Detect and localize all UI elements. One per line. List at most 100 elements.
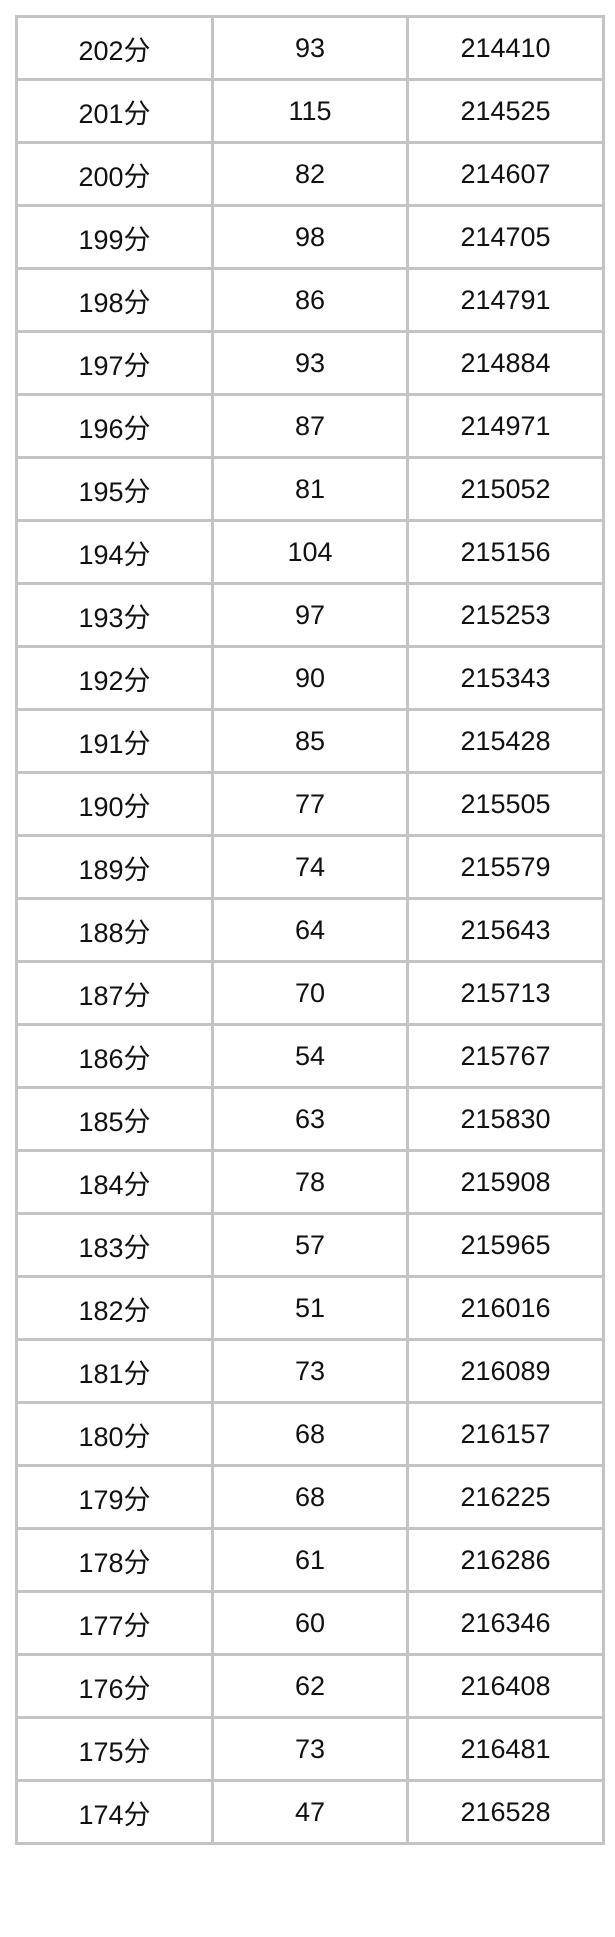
cumulative-cell: 215428 [406,708,605,774]
score-cell: 179分 [15,1464,214,1530]
table-row: 180分 68 216157 [15,1401,605,1467]
table-row: 177分 60 216346 [15,1590,605,1656]
table-row: 179分 68 216225 [15,1464,605,1530]
score-cell: 178分 [15,1527,214,1593]
score-cell: 200分 [15,141,214,207]
table-row: 175分 73 216481 [15,1716,605,1782]
table-row: 198分 86 214791 [15,267,605,333]
cumulative-cell: 215253 [406,582,605,648]
score-cell: 195分 [15,456,214,522]
cumulative-cell: 215505 [406,771,605,837]
cumulative-cell: 214705 [406,204,605,270]
score-cell: 193分 [15,582,214,648]
cumulative-cell: 216016 [406,1275,605,1341]
table-row: 197分 93 214884 [15,330,605,396]
table-body: 202分 93 214410 201分 115 214525 200分 82 214607 199… [15,15,605,1845]
cumulative-cell: 214525 [406,78,605,144]
cumulative-cell: 214410 [406,15,605,81]
score-cell: 174分 [15,1779,214,1845]
score-cell: 197分 [15,330,214,396]
count-cell: 77 [211,771,409,837]
score-cell: 182分 [15,1275,214,1341]
score-cell: 176分 [15,1653,214,1719]
table-row: 182分 51 216016 [15,1275,605,1341]
cumulative-cell: 216286 [406,1527,605,1593]
score-cell: 187分 [15,960,214,1026]
table-row: 189分 74 215579 [15,834,605,900]
score-cell: 191分 [15,708,214,774]
score-cell: 180分 [15,1401,214,1467]
count-cell: 47 [211,1779,409,1845]
score-cell: 198分 [15,267,214,333]
cumulative-cell: 215343 [406,645,605,711]
cumulative-cell: 216157 [406,1401,605,1467]
table-row: 174分 47 216528 [15,1779,605,1845]
table-row: 194分 104 215156 [15,519,605,585]
cumulative-cell: 215643 [406,897,605,963]
score-cell: 190分 [15,771,214,837]
score-distribution-table: 202分 93 214410 201分 115 214525 200分 82 214607 199… [15,15,605,1845]
count-cell: 64 [211,897,409,963]
count-cell: 73 [211,1338,409,1404]
count-cell: 81 [211,456,409,522]
count-cell: 61 [211,1527,409,1593]
count-cell: 86 [211,267,409,333]
cumulative-cell: 215052 [406,456,605,522]
cumulative-cell: 215965 [406,1212,605,1278]
count-cell: 85 [211,708,409,774]
score-cell: 201分 [15,78,214,144]
count-cell: 78 [211,1149,409,1215]
cumulative-cell: 216225 [406,1464,605,1530]
table-row: 195分 81 215052 [15,456,605,522]
cumulative-cell: 215830 [406,1086,605,1152]
count-cell: 70 [211,960,409,1026]
cumulative-cell: 214971 [406,393,605,459]
table-row: 196分 87 214971 [15,393,605,459]
table-row: 191分 85 215428 [15,708,605,774]
table-row: 200分 82 214607 [15,141,605,207]
cumulative-cell: 216408 [406,1653,605,1719]
count-cell: 62 [211,1653,409,1719]
count-cell: 97 [211,582,409,648]
table-row: 187分 70 215713 [15,960,605,1026]
score-cell: 181分 [15,1338,214,1404]
count-cell: 90 [211,645,409,711]
cumulative-cell: 215156 [406,519,605,585]
table-row: 202分 93 214410 [15,15,605,81]
cumulative-cell: 215579 [406,834,605,900]
score-cell: 192分 [15,645,214,711]
cumulative-cell: 214607 [406,141,605,207]
cumulative-cell: 216481 [406,1716,605,1782]
cumulative-cell: 216346 [406,1590,605,1656]
table-row: 178分 61 216286 [15,1527,605,1593]
cumulative-cell: 214791 [406,267,605,333]
score-cell: 196分 [15,393,214,459]
count-cell: 104 [211,519,409,585]
cumulative-cell: 215713 [406,960,605,1026]
table-row: 183分 57 215965 [15,1212,605,1278]
score-cell: 188分 [15,897,214,963]
cumulative-cell: 215908 [406,1149,605,1215]
score-cell: 177分 [15,1590,214,1656]
count-cell: 68 [211,1464,409,1530]
table-row: 176分 62 216408 [15,1653,605,1719]
count-cell: 73 [211,1716,409,1782]
score-cell: 202分 [15,15,214,81]
cumulative-cell: 216528 [406,1779,605,1845]
count-cell: 60 [211,1590,409,1656]
count-cell: 68 [211,1401,409,1467]
cumulative-cell: 216089 [406,1338,605,1404]
count-cell: 98 [211,204,409,270]
count-cell: 54 [211,1023,409,1089]
count-cell: 51 [211,1275,409,1341]
score-cell: 194分 [15,519,214,585]
table-row: 192分 90 215343 [15,645,605,711]
score-cell: 186分 [15,1023,214,1089]
table-row: 190分 77 215505 [15,771,605,837]
count-cell: 57 [211,1212,409,1278]
count-cell: 63 [211,1086,409,1152]
table-row: 188分 64 215643 [15,897,605,963]
table-row: 181分 73 216089 [15,1338,605,1404]
score-cell: 184分 [15,1149,214,1215]
cumulative-cell: 215767 [406,1023,605,1089]
